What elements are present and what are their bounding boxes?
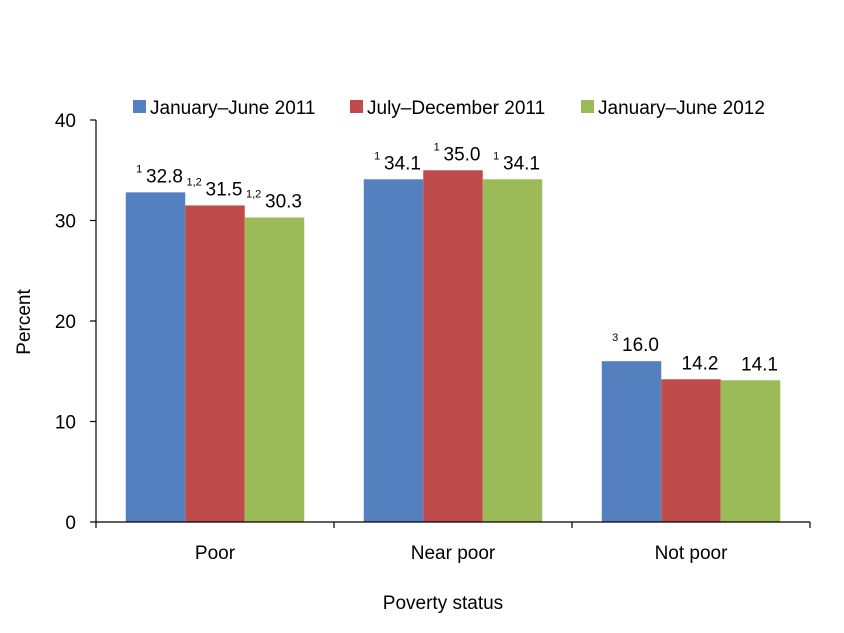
- bar-poor-series-2: [185, 205, 245, 523]
- y-axis-title: Percent: [14, 289, 35, 355]
- x-tick-label-not-poor: Not poor: [655, 543, 729, 564]
- data-label-near-poor-series-2: 35.0: [444, 144, 481, 165]
- footnote-marker-poor-series-3: 1,2: [246, 188, 261, 200]
- data-label-not-poor-series-2: 14.2: [682, 353, 719, 374]
- y-tick-label: 30: [55, 212, 76, 233]
- y-tick-label: 10: [55, 413, 76, 434]
- legend-swatch-series-2: [350, 100, 363, 113]
- bar-not-poor-series-3: [720, 380, 781, 522]
- y-tick-label: 20: [55, 312, 76, 333]
- x-tick-label-poor: Poor: [195, 543, 236, 564]
- legend-swatch-series-3: [581, 100, 594, 113]
- legend-label-series-3: January–June 2012: [598, 98, 765, 119]
- footnote-marker-poor-series-2: 1,2: [187, 176, 202, 188]
- footnote-marker-near-poor-series-2: 1: [434, 141, 440, 153]
- footnote-marker-poor-series-1: 1: [136, 163, 142, 175]
- legend-label-series-2: July–December 2011: [367, 98, 545, 119]
- legend-swatch-series-1: [133, 100, 146, 113]
- x-axis-title: Poverty status: [383, 593, 503, 614]
- axes: 0 10 20 30 40 Poor Near poor Not poor: [55, 111, 811, 564]
- legend-label-series-1: January–June 2011: [150, 98, 316, 119]
- data-label-poor-series-2: 31.5: [206, 179, 243, 200]
- bar-near-poor-series-1: [363, 179, 424, 523]
- bar-not-poor-series-1: [601, 361, 662, 522]
- bar-near-poor-series-3: [482, 179, 543, 523]
- bar-not-poor-series-2: [661, 379, 721, 522]
- footnote-marker-near-poor-series-1: 1: [374, 150, 380, 162]
- data-label-poor-series-1: 32.8: [146, 166, 183, 187]
- data-label-not-poor-series-3: 14.1: [741, 354, 778, 375]
- bar-poor-series-1: [125, 192, 186, 523]
- footnote-marker-not-poor-series-1: 3: [612, 332, 618, 344]
- data-label-near-poor-series-1: 34.1: [384, 153, 421, 174]
- y-tick-label: 0: [65, 513, 76, 534]
- bar-near-poor-series-2: [423, 170, 483, 522]
- data-label-near-poor-series-3: 34.1: [503, 153, 540, 174]
- footnote-marker-near-poor-series-3: 1: [493, 150, 499, 162]
- bar-poor-series-3: [244, 217, 305, 523]
- legend: January–June 2011 July–December 2011 Janua…: [133, 98, 765, 119]
- data-label-poor-series-3: 30.3: [265, 191, 302, 212]
- bars: [125, 170, 781, 523]
- x-tick-label-near-poor: Near poor: [411, 543, 496, 564]
- data-label-not-poor-series-1: 16.0: [622, 335, 659, 356]
- y-tick-label: 40: [55, 111, 76, 132]
